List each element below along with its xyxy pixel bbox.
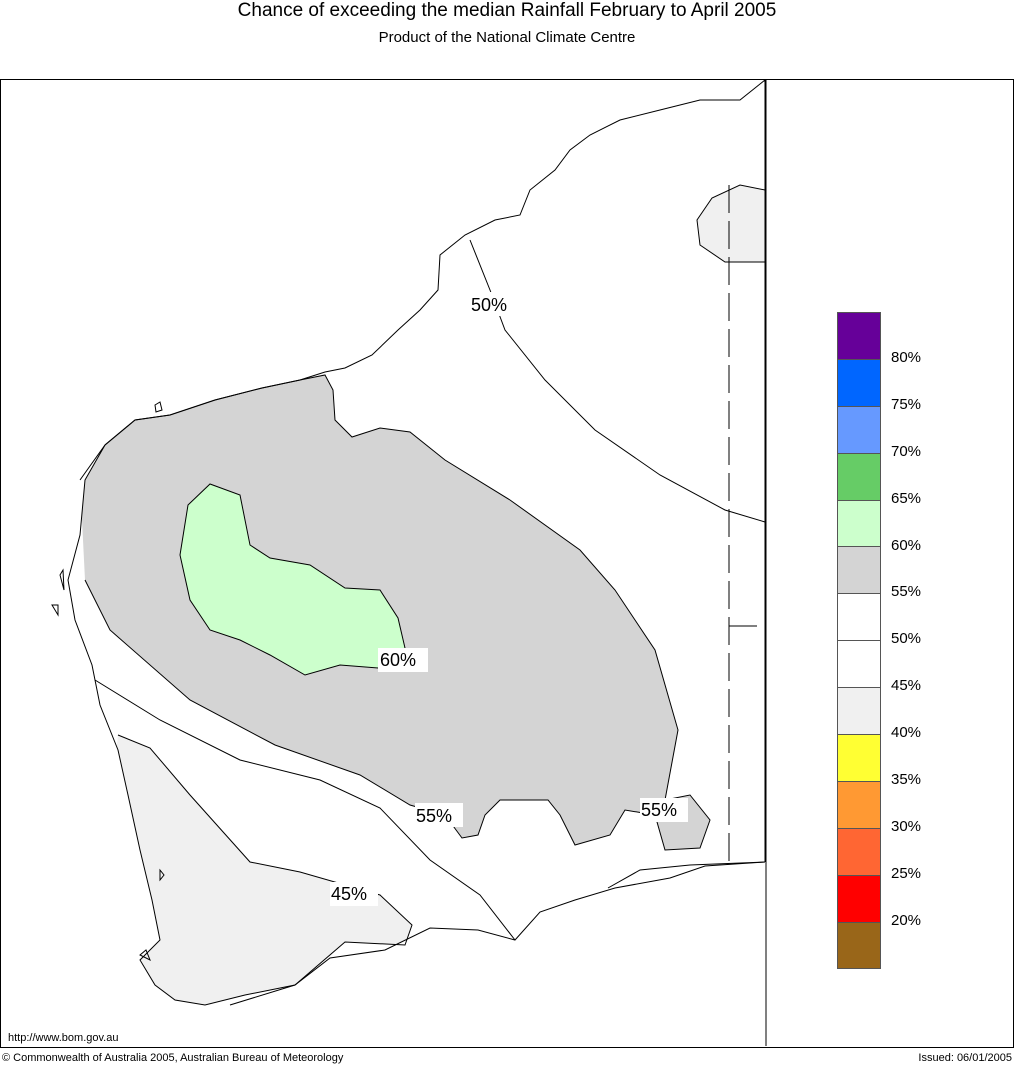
contour-55-outer xyxy=(79,374,711,851)
legend-label-6: 50% xyxy=(891,630,922,648)
legend-label-11: 25% xyxy=(891,864,922,882)
legend-swatch-9 xyxy=(837,735,881,782)
shading-region-40-45-ne xyxy=(697,185,765,262)
shading-region-40-45 xyxy=(100,735,412,1005)
map-subtitle: Product of the National Climate Centre xyxy=(378,29,636,46)
legend-swatch-5 xyxy=(837,547,881,595)
contour-45 xyxy=(117,734,413,1006)
legend-swatch-10 xyxy=(837,781,881,829)
contour-labels: 50% 60% 55% 55% 45% xyxy=(330,292,688,906)
contour-50-south xyxy=(94,679,516,941)
legend-label-10: 30% xyxy=(891,817,922,835)
legend-label-4: 60% xyxy=(891,536,922,554)
legend-swatch-1 xyxy=(837,359,881,407)
legend-label-8: 40% xyxy=(891,724,922,742)
legend-swatch-4 xyxy=(837,500,881,548)
rainfall-map: 50% 60% 55% 55% 45% xyxy=(51,80,767,1046)
legend-label-7: 45% xyxy=(891,677,922,695)
legend-swatch-8 xyxy=(837,688,881,736)
source-url[interactable]: http://www.bom.gov.au xyxy=(8,1032,119,1044)
legend-label-0: 80% xyxy=(891,348,922,366)
state-border xyxy=(728,185,765,862)
legend-swatch-12 xyxy=(837,875,881,923)
contour-label-50: 50% xyxy=(471,295,507,315)
legend-label-3: 65% xyxy=(891,489,922,507)
issued-date: Issued: 06/01/2005 xyxy=(918,1052,1012,1064)
legend-label-1: 75% xyxy=(891,395,922,413)
contour-60 xyxy=(179,483,406,676)
contour-label-45: 45% xyxy=(331,884,367,904)
legend-label-2: 70% xyxy=(891,442,922,460)
legend-swatch-6 xyxy=(837,594,881,642)
contour-lines xyxy=(79,184,766,1006)
color-legend xyxy=(837,312,881,970)
contour-50-north xyxy=(469,239,766,523)
legend-swatch-2 xyxy=(837,406,881,454)
copyright-text: © Commonwealth of Australia 2005, Austra… xyxy=(2,1052,344,1064)
islands xyxy=(51,401,165,962)
contour-label-55-east: 55% xyxy=(641,800,677,820)
legend-swatch-0 xyxy=(837,312,881,360)
legend-label-12: 20% xyxy=(891,911,922,929)
legend-label-9: 35% xyxy=(891,771,922,788)
shading-region-60-65 xyxy=(180,484,405,675)
map-title: Chance of exceeding the median Rainfall … xyxy=(237,0,777,21)
legend-swatch-13 xyxy=(837,922,881,970)
contour-45-ne xyxy=(696,184,766,263)
legend-swatch-3 xyxy=(837,453,881,501)
contour-label-55-west: 55% xyxy=(416,806,452,826)
contour-50-se xyxy=(607,861,766,889)
legend-label-5: 55% xyxy=(891,583,922,601)
legend-swatch-11 xyxy=(837,828,881,876)
contour-label-60: 60% xyxy=(380,650,416,670)
coastline xyxy=(67,80,766,1006)
legend-swatch-7 xyxy=(837,641,881,689)
